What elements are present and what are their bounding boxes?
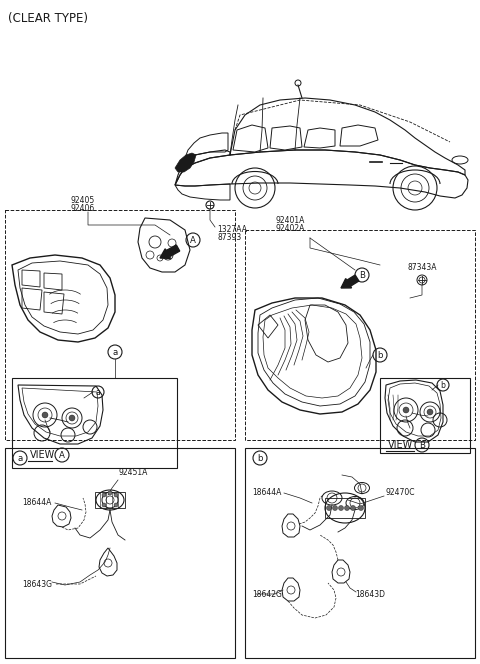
Circle shape xyxy=(108,491,112,495)
FancyArrow shape xyxy=(160,245,180,258)
Circle shape xyxy=(333,505,337,511)
Text: b: b xyxy=(257,454,263,463)
Bar xyxy=(245,448,475,658)
Circle shape xyxy=(403,407,409,413)
Circle shape xyxy=(345,505,349,511)
Text: 18643D: 18643D xyxy=(355,590,385,599)
Circle shape xyxy=(42,412,48,418)
Circle shape xyxy=(102,503,106,507)
Text: 92406: 92406 xyxy=(70,204,94,213)
Bar xyxy=(245,230,475,440)
Text: 92470C: 92470C xyxy=(385,488,415,497)
FancyArrow shape xyxy=(341,275,359,288)
Circle shape xyxy=(69,415,75,421)
Text: VIEW: VIEW xyxy=(30,450,55,460)
Bar xyxy=(5,448,235,658)
Text: 18642G: 18642G xyxy=(252,590,282,599)
Text: a: a xyxy=(112,347,118,357)
Text: 92451A: 92451A xyxy=(118,468,147,477)
Polygon shape xyxy=(175,153,196,172)
Circle shape xyxy=(114,503,118,507)
Text: 92405: 92405 xyxy=(70,196,94,205)
Text: b: b xyxy=(441,380,445,390)
Text: 18644A: 18644A xyxy=(252,488,281,497)
Bar xyxy=(380,378,470,453)
Circle shape xyxy=(102,493,106,497)
Text: 18643G: 18643G xyxy=(22,580,52,589)
Bar xyxy=(12,378,177,468)
Text: A: A xyxy=(190,236,196,244)
Text: b: b xyxy=(377,351,383,359)
Circle shape xyxy=(114,493,118,497)
Text: a: a xyxy=(17,454,23,463)
Circle shape xyxy=(427,409,433,415)
Circle shape xyxy=(338,505,344,511)
Text: 1327AA: 1327AA xyxy=(217,225,247,234)
Text: B: B xyxy=(419,440,425,450)
Text: a: a xyxy=(96,388,100,396)
Text: 92401A: 92401A xyxy=(275,216,304,225)
Text: 87393: 87393 xyxy=(217,233,241,242)
Circle shape xyxy=(359,505,363,511)
Text: 18644A: 18644A xyxy=(22,498,51,507)
Text: 87343A: 87343A xyxy=(408,263,437,272)
Bar xyxy=(95,492,125,508)
Text: 92402A: 92402A xyxy=(275,224,304,233)
Circle shape xyxy=(326,505,332,511)
Text: VIEW: VIEW xyxy=(388,440,413,450)
Text: B: B xyxy=(359,270,365,280)
Text: (CLEAR TYPE): (CLEAR TYPE) xyxy=(8,12,88,25)
Bar xyxy=(325,498,365,518)
Text: A: A xyxy=(59,450,65,459)
Bar xyxy=(5,210,235,440)
Circle shape xyxy=(350,505,356,511)
